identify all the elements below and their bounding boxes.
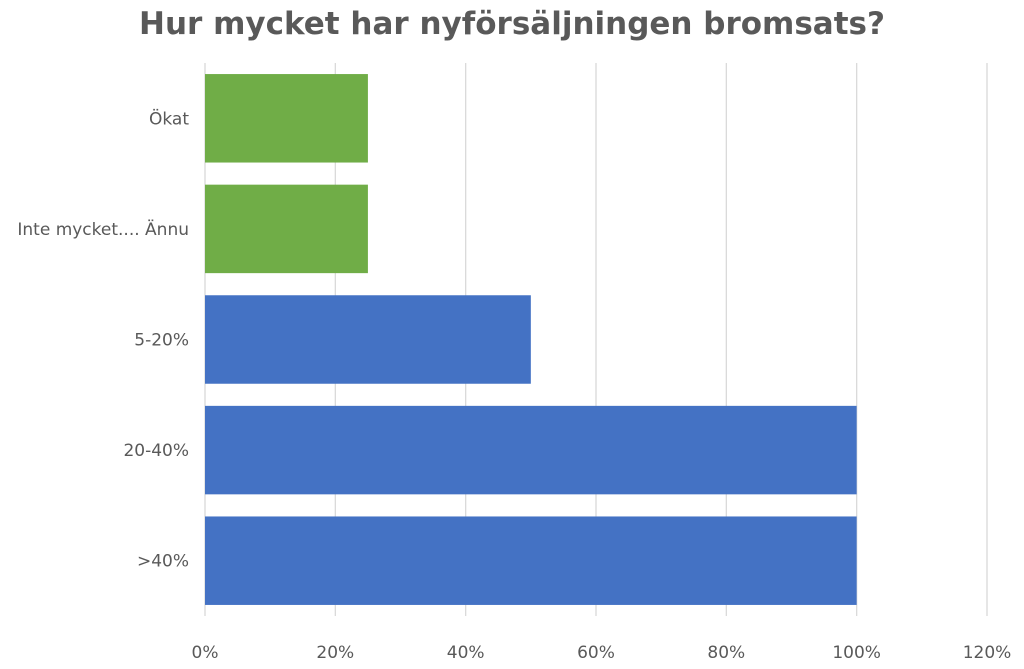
x-tick-label: 0% xyxy=(192,643,219,663)
category-labels: Ökat Inte mycket.... Ännu 5-20% 20-40% >40% xyxy=(17,107,189,571)
category-label: 20-40% xyxy=(123,441,189,461)
bars xyxy=(205,74,857,605)
x-axis-tick-labels: 0% 20% 40% 60% 80% 100% 120% xyxy=(192,643,1012,663)
bar xyxy=(205,74,368,163)
chart-title: Hur mycket har nyförsäljningen bromsats? xyxy=(139,6,885,42)
category-label: 5-20% xyxy=(134,331,189,351)
bar xyxy=(205,184,368,274)
category-label: >40% xyxy=(137,552,189,572)
x-tick-label: 80% xyxy=(707,643,745,663)
bar xyxy=(205,295,531,384)
category-label: Ökat xyxy=(149,107,189,129)
x-tick-label: 40% xyxy=(447,643,485,663)
x-tick-label: 100% xyxy=(832,643,881,663)
bar xyxy=(205,405,857,495)
x-tick-label: 120% xyxy=(963,643,1012,663)
bar xyxy=(205,516,857,605)
category-label: Inte mycket.... Ännu xyxy=(17,219,189,240)
x-tick-label: 20% xyxy=(316,643,354,663)
x-tick-label: 60% xyxy=(577,643,615,663)
